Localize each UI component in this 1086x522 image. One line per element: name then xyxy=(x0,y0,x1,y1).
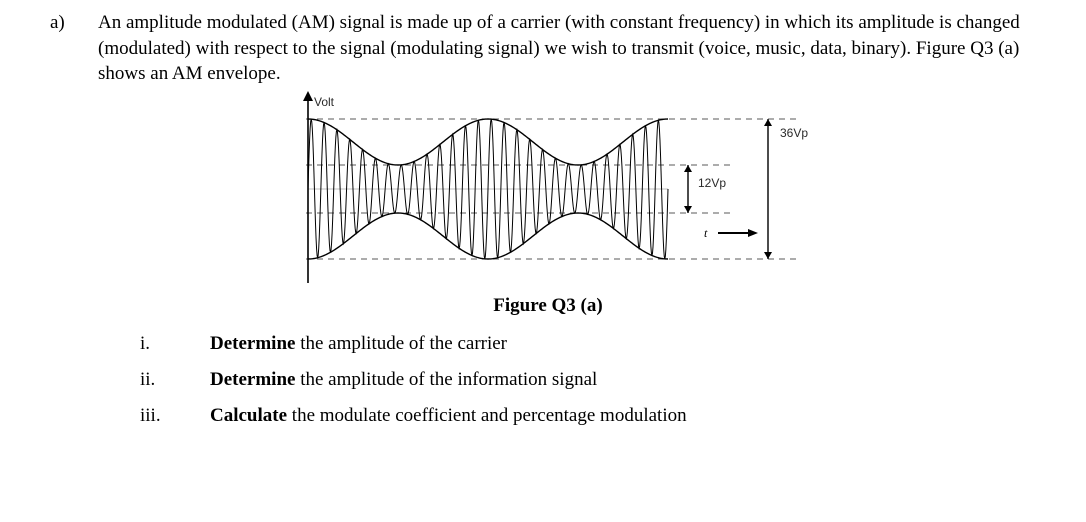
subpart-bold: Calculate xyxy=(210,405,287,426)
svg-text:t: t xyxy=(704,226,708,240)
subpart-row: i. Determine the amplitude of the carrie… xyxy=(140,333,1046,355)
page-root: a) An amplitude modulated (AM) signal is… xyxy=(0,0,1086,451)
subpart-rest: the modulate coefficient and percentage … xyxy=(287,405,687,426)
svg-text:12Vp: 12Vp xyxy=(698,176,726,190)
subparts-list: i. Determine the amplitude of the carrie… xyxy=(140,333,1046,427)
subpart-marker: ii. xyxy=(140,369,210,391)
subpart-text: Calculate the modulate coefficient and p… xyxy=(210,405,687,427)
figure-caption: Figure Q3 (a) xyxy=(50,295,1046,317)
question-row: a) An amplitude modulated (AM) signal is… xyxy=(50,10,1046,87)
am-envelope-figure: Volt 12Vp 36Vp t xyxy=(268,89,828,289)
question-text: An amplitude modulated (AM) signal is ma… xyxy=(98,10,1046,87)
figure-wrap: Volt 12Vp 36Vp t xyxy=(50,89,1046,289)
subpart-row: iii. Calculate the modulate coefficient … xyxy=(140,405,1046,427)
question-marker: a) xyxy=(50,10,98,36)
subpart-rest: the amplitude of the carrier xyxy=(295,333,507,354)
subpart-text: Determine the amplitude of the informati… xyxy=(210,369,597,391)
subpart-rest: the amplitude of the information signal xyxy=(295,369,597,390)
subpart-marker: i. xyxy=(140,333,210,355)
subpart-row: ii. Determine the amplitude of the infor… xyxy=(140,369,1046,391)
subpart-bold: Determine xyxy=(210,369,295,390)
svg-text:Volt: Volt xyxy=(314,95,335,109)
subpart-bold: Determine xyxy=(210,333,295,354)
svg-text:36Vp: 36Vp xyxy=(780,126,808,140)
subpart-text: Determine the amplitude of the carrier xyxy=(210,333,507,355)
subpart-marker: iii. xyxy=(140,405,210,427)
